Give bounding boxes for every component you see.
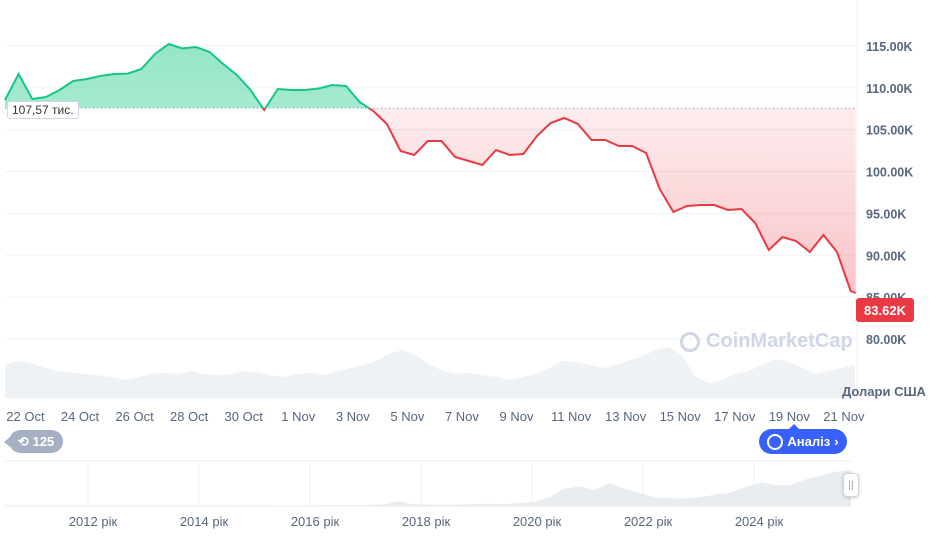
x-tick-label: 5 Nov [390,409,424,424]
y-tick-label: 110.00K [866,82,913,96]
x-tick-label: 3 Nov [336,409,370,424]
x-tick-label: 15 Nov [660,409,702,424]
x-tick-label: 24 Oct [61,409,100,424]
x-tick-label: 30 Oct [225,409,264,424]
y-tick-label: 90.00K [866,249,906,263]
navigator-tick-label: 2014 рік [180,514,229,529]
y-tick-label: 105.00K [866,124,913,138]
x-tick-label: 26 Oct [115,409,154,424]
navigator-handle[interactable]: || [843,473,859,497]
volume-bars [5,347,855,398]
x-axis: 22 Oct 24 Oct 26 Oct 28 Oct 30 Oct 1 Nov 3 Nov… [6,409,865,424]
y-tick-label: 100.00K [866,166,913,180]
x-tick-label: 17 Nov [714,409,756,424]
history-icon: ⟲ [17,433,29,449]
navigator-area [5,469,851,506]
x-tick-label: 11 Nov [551,409,592,424]
x-tick-label: 13 Nov [605,409,647,424]
x-tick-label: 9 Nov [500,409,534,424]
navigator-tick-label: 2016 рік [291,514,340,529]
cmc-logo-icon [767,433,784,450]
navigator-top-border [5,460,851,462]
navigator: 2012 рік 2014 рік 2016 рік 2018 рік 2020 рік… [5,460,851,529]
y-axis: 115.00K 110.00K 105.00K 100.00K 95.00K 90.00K… [866,40,913,347]
volume-area [5,347,855,398]
current-price-badge: 83.62K [856,298,914,322]
history-badge[interactable]: ⟲ 125 [4,430,63,453]
navigator-tick-label: 2024 рік [735,514,784,529]
price-series [4,42,857,294]
currency-label: Долари США [842,384,926,399]
x-tick-label: 22 Oct [6,409,45,424]
area-below-baseline [262,108,856,293]
watermark: CoinMarketCap [680,330,853,353]
navigator-tick-label: 2012 рік [69,514,118,529]
navigator-tick-label: 2018 рік [402,514,451,529]
analysis-button[interactable]: Аналіз › [759,424,847,454]
cmc-logo-icon [680,331,700,352]
x-tick-label: 1 Nov [281,409,315,424]
navigator-tick-label: 2020 рік [513,514,562,529]
x-tick-label: 7 Nov [445,409,479,424]
y-tick-label: 95.00K [866,207,906,221]
price-line-up [4,42,371,109]
x-tick-label: 28 Oct [170,409,209,424]
y-tick-label: 80.00K [866,333,906,347]
price-line-down [261,108,857,294]
x-tick-label: 19 Nov [769,409,811,424]
baseline-label: 107,57 тис. [7,101,79,119]
y-tick-label: 115.00K [866,40,913,54]
navigator-tick-label: 2022 рік [624,514,673,529]
chevron-right-icon: › [834,434,839,449]
x-tick-label: 21 Nov [823,409,865,424]
